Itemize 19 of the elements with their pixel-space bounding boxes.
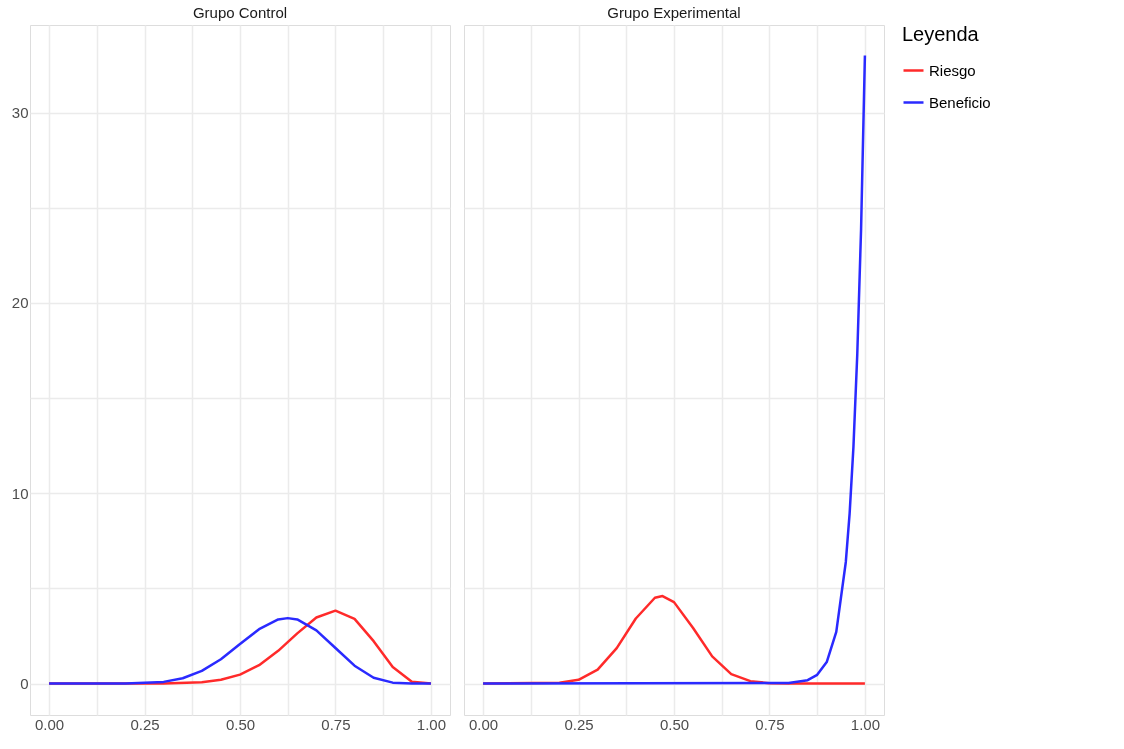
x-tick-label: 0.75 <box>321 715 351 733</box>
x-tick-label: 1.00 <box>850 715 881 733</box>
x-tick-label: 0.50 <box>659 715 690 733</box>
x-tick-label: 0.25 <box>564 715 594 733</box>
x-tick-label: 0.75 <box>755 715 785 733</box>
x-tick-label: 0.50 <box>225 715 256 733</box>
chart-title: Grupo Experimental <box>607 4 741 21</box>
x-tick-label: 0.00 <box>34 715 65 733</box>
y-tick-label: 10 <box>11 484 29 502</box>
chart-title: Grupo Control <box>192 4 288 21</box>
legend-title: Leyenda <box>902 23 980 45</box>
y-tick-label: 20 <box>11 294 29 312</box>
y-tick-label: 0 <box>20 675 29 693</box>
legend-label: Riesgo <box>929 61 976 79</box>
x-tick-label: 1.00 <box>416 715 447 733</box>
y-tick-label: 30 <box>11 104 29 122</box>
x-tick-label: 0.00 <box>468 715 499 733</box>
x-tick-label: 0.25 <box>130 715 160 733</box>
legend-label: Beneficio <box>929 93 991 111</box>
